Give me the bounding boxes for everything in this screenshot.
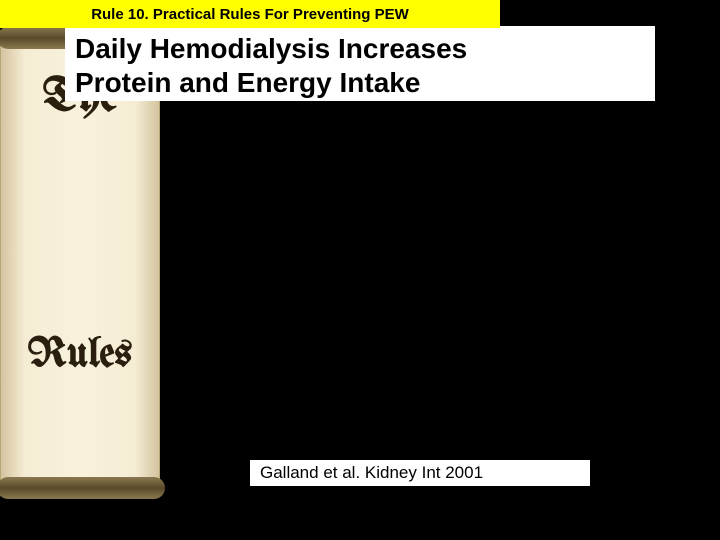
- title-line-2: Protein and Energy Intake: [75, 66, 645, 100]
- banner-text: Rule 10. Practical Rules For Preventing …: [91, 6, 409, 23]
- scroll-rod-bottom: [0, 477, 165, 499]
- title-box: Daily Hemodialysis Increases Protein and…: [65, 26, 655, 101]
- citation-text: Galland et al. Kidney Int 2001: [260, 463, 483, 483]
- title-line-1: Daily Hemodialysis Increases: [75, 32, 645, 66]
- citation-box: Galland et al. Kidney Int 2001: [250, 460, 590, 486]
- scroll-word-rules: Rules: [28, 334, 132, 376]
- rule-banner: Rule 10. Practical Rules For Preventing …: [0, 0, 500, 28]
